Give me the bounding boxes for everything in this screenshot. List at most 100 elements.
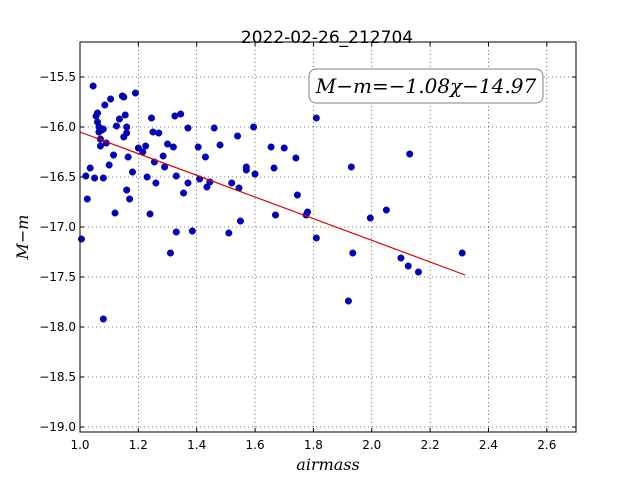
data-point — [164, 140, 172, 148]
data-point — [366, 214, 374, 222]
data-point — [126, 195, 134, 203]
data-point — [267, 143, 275, 151]
data-point — [292, 154, 300, 162]
x-tick-label: 1.0 — [70, 438, 89, 452]
data-point — [91, 174, 99, 182]
data-point — [234, 132, 242, 140]
data-point — [101, 101, 109, 109]
axis-ticks: 1.0 1.2 1.4 1.6 1.8 2.0 2.2 2.4 2.6 −15.5 −16.0 −16… — [39, 42, 576, 452]
data-point — [121, 111, 129, 119]
x-tick-label: 2.2 — [421, 438, 440, 452]
data-point — [171, 112, 179, 120]
x-tick-label: 2.6 — [537, 438, 556, 452]
data-point — [123, 129, 131, 137]
fit-line-layer — [79, 131, 466, 276]
x-tick-label: 1.2 — [129, 438, 148, 452]
data-point — [228, 179, 236, 187]
data-point — [115, 115, 123, 123]
data-point — [99, 125, 107, 133]
data-point — [159, 152, 167, 160]
data-point — [143, 173, 151, 181]
data-point — [250, 123, 258, 131]
data-point — [149, 128, 157, 136]
data-point — [216, 141, 224, 149]
data-point — [166, 249, 174, 257]
data-point — [131, 89, 139, 97]
data-point — [83, 195, 91, 203]
data-point — [94, 109, 102, 117]
data-point — [110, 151, 118, 159]
data-point — [458, 249, 466, 257]
x-tick-label: 1.4 — [187, 438, 206, 452]
data-point — [312, 234, 320, 242]
x-tick-label: 1.6 — [246, 438, 265, 452]
data-point — [347, 163, 355, 171]
plot-frame — [79, 41, 577, 433]
data-point — [312, 114, 320, 122]
data-point — [142, 142, 150, 150]
data-point — [124, 153, 132, 161]
data-point — [96, 142, 104, 150]
data-point — [107, 95, 115, 103]
y-tick-label: −15.5 — [39, 70, 76, 84]
data-point — [406, 150, 414, 158]
y-tick-label: −18.5 — [39, 370, 76, 384]
data-point — [242, 166, 250, 174]
data-point — [236, 217, 244, 225]
data-point — [271, 211, 279, 219]
y-tick-label: −16.0 — [39, 120, 76, 134]
data-point — [147, 114, 155, 122]
data-point — [184, 179, 192, 187]
fit-line — [79, 131, 466, 276]
data-point — [225, 229, 233, 237]
data-point — [184, 124, 192, 132]
data-point — [172, 172, 180, 180]
data-point — [172, 228, 180, 236]
x-tick-label: 1.8 — [304, 438, 323, 452]
x-axis-label: airmass — [296, 455, 359, 474]
data-point — [123, 186, 131, 194]
data-point — [349, 249, 357, 257]
data-point — [123, 123, 131, 131]
data-point — [188, 227, 196, 235]
data-point — [82, 172, 90, 180]
data-point — [99, 174, 107, 182]
y-tick-label: −16.5 — [39, 170, 76, 184]
y-tick-label: −17.0 — [39, 220, 76, 234]
data-point — [134, 144, 142, 152]
data-point — [382, 206, 390, 214]
data-point — [77, 235, 85, 243]
data-point — [280, 144, 288, 152]
data-point — [414, 268, 422, 276]
data-point — [194, 143, 202, 151]
data-point — [146, 210, 154, 218]
data-point — [404, 262, 412, 270]
data-point — [304, 208, 312, 216]
data-point — [99, 315, 107, 323]
data-point — [210, 124, 218, 132]
data-point — [180, 189, 188, 197]
y-tick-label: −17.5 — [39, 270, 76, 284]
data-point — [111, 209, 119, 217]
data-point — [251, 170, 259, 178]
data-point — [155, 129, 163, 137]
y-tick-label: −19.0 — [39, 420, 76, 434]
data-point — [129, 168, 137, 176]
data-point — [89, 82, 97, 90]
data-point — [344, 297, 352, 305]
annotation-text: M−m=−1.08χ−14.97 — [315, 74, 537, 98]
x-tick-label: 2.0 — [362, 438, 381, 452]
data-point — [201, 153, 209, 161]
data-point — [397, 254, 405, 262]
data-point — [152, 179, 160, 187]
data-point — [293, 191, 301, 199]
y-tick-label: −18.0 — [39, 320, 76, 334]
annotation-box — [308, 68, 544, 104]
data-point — [86, 164, 94, 172]
data-point — [169, 143, 177, 151]
x-tick-label: 2.4 — [479, 438, 498, 452]
chart-title: 2022-02-26_212704 — [241, 28, 413, 48]
equation-annotation: M−m=−1.08χ−14.97 — [308, 68, 544, 104]
data-point — [177, 110, 185, 118]
